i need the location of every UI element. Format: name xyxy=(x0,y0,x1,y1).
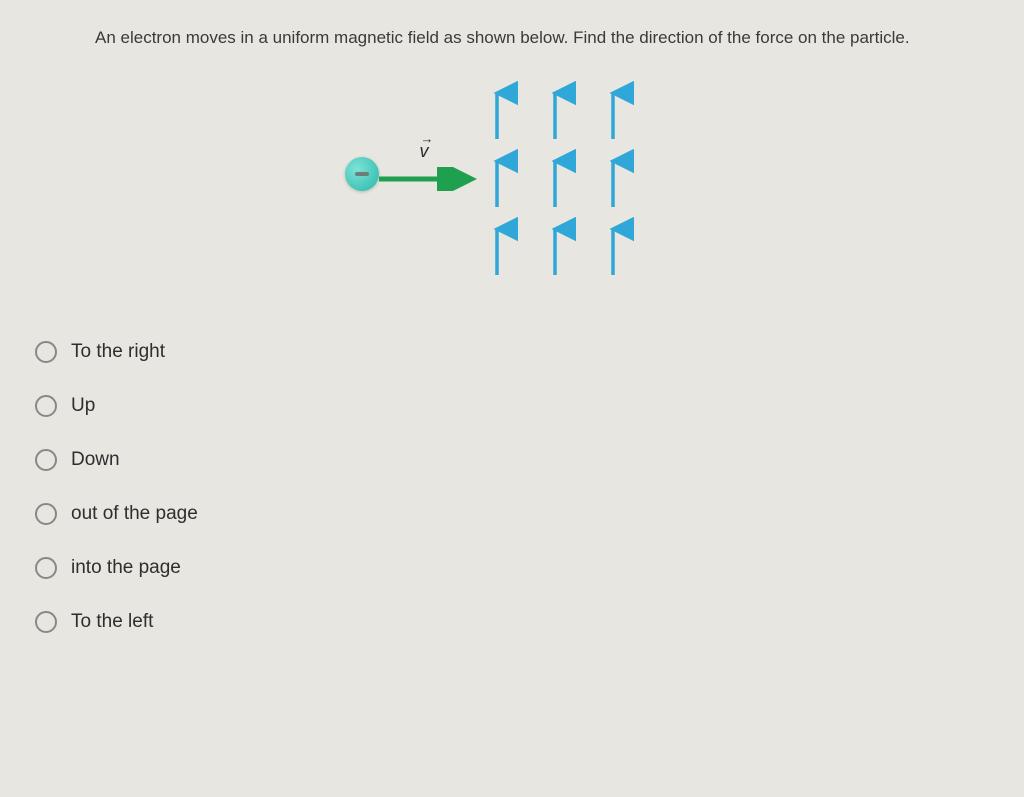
physics-diagram: v xyxy=(345,81,745,301)
option-label: To the right xyxy=(71,341,165,363)
question-text: An electron moves in a uniform magnetic … xyxy=(95,25,955,51)
option-to-the-left[interactable]: To the left xyxy=(35,611,994,633)
answer-options: To the right Up Down out of the page int… xyxy=(35,341,994,633)
option-label: into the page xyxy=(71,557,181,579)
option-up[interactable]: Up xyxy=(35,395,994,417)
option-out-of-the-page[interactable]: out of the page xyxy=(35,503,994,525)
radio-icon[interactable] xyxy=(35,449,57,471)
radio-icon[interactable] xyxy=(35,611,57,633)
electron-particle xyxy=(345,157,379,191)
option-to-the-right[interactable]: To the right xyxy=(35,341,994,363)
radio-icon[interactable] xyxy=(35,503,57,525)
question-container: An electron moves in a uniform magnetic … xyxy=(0,0,1024,695)
option-into-the-page[interactable]: into the page xyxy=(35,557,994,579)
radio-icon[interactable] xyxy=(35,557,57,579)
velocity-label: v xyxy=(420,141,429,162)
option-label: To the left xyxy=(71,611,153,633)
option-label: out of the page xyxy=(71,503,198,525)
option-label: Up xyxy=(71,395,95,417)
velocity-arrow xyxy=(379,167,479,196)
radio-icon[interactable] xyxy=(35,341,57,363)
option-label: Down xyxy=(71,449,120,471)
magnetic-field-arrows xyxy=(485,81,705,306)
radio-icon[interactable] xyxy=(35,395,57,417)
option-down[interactable]: Down xyxy=(35,449,994,471)
